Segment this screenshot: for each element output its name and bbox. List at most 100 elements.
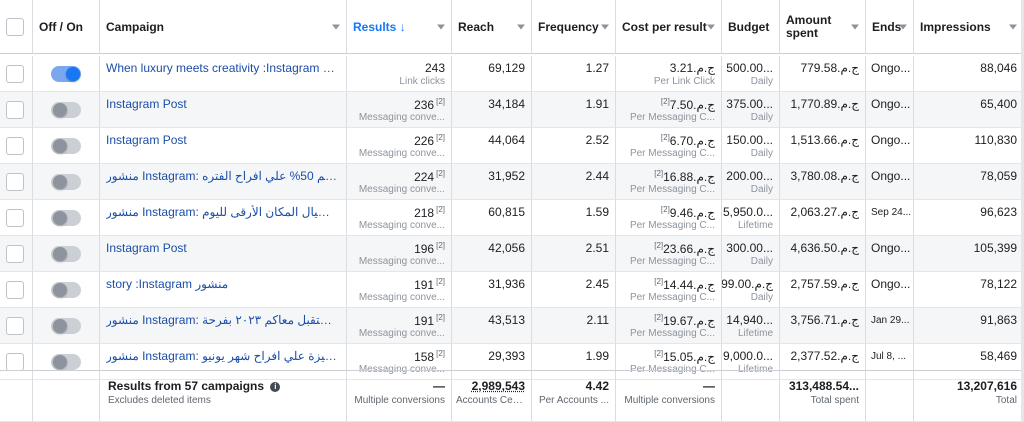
chevron-down-icon[interactable] <box>851 24 859 29</box>
results-cell: 196 [2] Messaging conve... <box>347 236 452 272</box>
campaign-name-link[interactable]: Instagram Post <box>106 241 187 255</box>
cost-per-result-type: Per Messaging C... <box>629 184 715 195</box>
attribution-note[interactable]: [2] <box>654 241 664 250</box>
table-row[interactable]: story :Instagram منشور 191 [2] Messaging … <box>0 272 1024 308</box>
budget-cell: 500.00... Daily <box>722 56 780 92</box>
campaign-name-link[interactable]: When luxury meets creativity :Instagram … <box>106 61 338 75</box>
frequency-value: 2.45 <box>585 277 609 291</box>
cost-per-result-value: ج.م.19.67 <box>663 314 715 328</box>
info-icon[interactable]: i <box>270 381 281 392</box>
attribution-note[interactable]: [2] <box>436 349 445 358</box>
campaign-name-link[interactable]: Instagram Post <box>106 133 187 147</box>
attribution-note[interactable]: [2] <box>436 133 445 142</box>
column-header-campaign[interactable]: Campaign <box>100 0 347 54</box>
column-header-impressions[interactable]: Impressions <box>914 0 1024 54</box>
results-cell: 224 [2] Messaging conve... <box>347 164 452 200</box>
campaign-status-toggle[interactable] <box>51 101 81 118</box>
campaign-name-link[interactable]: story :Instagram منشور <box>106 277 229 291</box>
campaign-status-toggle[interactable] <box>51 317 81 334</box>
campaign-name-link[interactable]: منشور Instagram: لوسيال المكان الأرقى لل… <box>106 205 338 219</box>
budget-value: 200.00... <box>726 169 773 183</box>
chevron-down-icon[interactable] <box>707 24 715 29</box>
row-checkbox[interactable] <box>6 316 24 335</box>
chevron-down-icon[interactable] <box>437 24 445 29</box>
row-checkbox[interactable] <box>6 100 24 119</box>
attribution-note[interactable]: [2] <box>436 97 445 106</box>
attribution-note[interactable]: [2] <box>654 349 664 358</box>
impressions-cell: 91,863 <box>914 308 1024 344</box>
table-row[interactable]: Instagram Post 226 [2] Messaging conve...… <box>0 128 1024 164</box>
attribution-note[interactable]: [2] <box>436 241 445 250</box>
column-header-reach[interactable]: Reach <box>452 0 532 54</box>
attribution-note[interactable]: [2] <box>654 169 664 178</box>
row-checkbox[interactable] <box>6 280 24 299</box>
attribution-note[interactable]: [2] <box>436 169 445 178</box>
table-row[interactable]: منشور Instagram: عروض مميزة علي افراح شه… <box>0 344 1024 380</box>
column-header-budget[interactable]: Budget <box>722 0 780 54</box>
cost-per-result-value: ج.م.23.66 <box>663 242 715 256</box>
campaign-name-link[interactable]: منشور Instagram: لوسيال بيستقبل معاكم ٢٠… <box>106 313 338 327</box>
chevron-down-icon[interactable] <box>1009 24 1017 29</box>
campaign-status-toggle[interactable] <box>51 353 81 370</box>
chevron-down-icon[interactable] <box>517 24 525 29</box>
attribution-note[interactable]: [2] <box>660 133 670 142</box>
column-header-cost-per-result[interactable]: Cost per result <box>616 0 722 54</box>
vertical-scrollbar[interactable] <box>1021 0 1024 421</box>
chevron-down-icon[interactable] <box>601 24 609 29</box>
campaign-name-link[interactable]: منشور Instagram: عروض مميزة علي افراح شه… <box>106 349 338 363</box>
campaign-name-link[interactable]: منشور Instagram: خصم 50% علي افراح الفتر… <box>106 169 338 183</box>
table-row[interactable]: Instagram Post 236 [2] Messaging conve...… <box>0 92 1024 128</box>
campaign-status-toggle[interactable] <box>51 137 81 154</box>
results-value: 226 <box>414 134 435 148</box>
impressions-cell: 88,046 <box>914 56 1024 92</box>
results-value: 191 <box>414 278 435 292</box>
campaign-status-toggle[interactable] <box>51 173 81 190</box>
column-header-frequency[interactable]: Frequency <box>532 0 616 54</box>
campaign-status-toggle[interactable] <box>51 209 81 226</box>
table-row[interactable]: منشور Instagram: لوسيال المكان الأرقى لل… <box>0 200 1024 236</box>
row-select-cell <box>0 92 33 128</box>
sort-descending-icon[interactable]: ↓ <box>399 19 406 34</box>
row-checkbox[interactable] <box>6 208 24 227</box>
column-header-amount-spent[interactable]: Amount spent <box>780 0 866 54</box>
column-header-ends[interactable]: Ends <box>866 0 914 54</box>
attribution-note[interactable]: [2] <box>660 205 670 214</box>
ends-value: Ongo... <box>871 97 911 111</box>
campaign-name-link[interactable]: Instagram Post <box>106 97 187 111</box>
totals-reach-sub: Accounts Cen... <box>456 395 525 406</box>
column-header-results[interactable]: Results ↓ <box>347 0 452 54</box>
impressions-value: 78,059 <box>980 169 1017 183</box>
results-value: 218 <box>414 206 435 220</box>
row-checkbox[interactable] <box>6 172 24 191</box>
row-checkbox[interactable] <box>6 352 24 371</box>
campaign-status-toggle[interactable] <box>51 281 81 298</box>
select-all-checkbox[interactable] <box>6 17 24 36</box>
amount-spent-value: ج.م.1,770.89 <box>790 97 859 111</box>
row-checkbox[interactable] <box>6 244 24 263</box>
row-checkbox[interactable] <box>6 136 24 155</box>
ends-value: Jul 8, ... <box>871 351 907 362</box>
row-checkbox[interactable] <box>6 64 24 83</box>
attribution-note[interactable]: [2] <box>654 277 664 286</box>
chevron-down-icon[interactable] <box>899 24 907 29</box>
ends-value: Ongo... <box>871 61 911 75</box>
campaign-status-toggle[interactable] <box>51 65 81 82</box>
attribution-note[interactable]: [2] <box>436 277 445 286</box>
impressions-cell: 78,122 <box>914 272 1024 308</box>
attribution-note[interactable]: [2] <box>436 205 445 214</box>
attribution-note[interactable]: [2] <box>654 313 664 322</box>
table-row[interactable]: When luxury meets creativity :Instagram … <box>0 56 1024 92</box>
campaign-status-toggle[interactable] <box>51 245 81 262</box>
attribution-note[interactable]: [2] <box>436 313 445 322</box>
results-type: Messaging conve... <box>358 184 445 195</box>
table-row[interactable]: Instagram Post 196 [2] Messaging conve...… <box>0 236 1024 272</box>
ends-cell: Sep 24... <box>866 200 914 236</box>
table-row[interactable]: منشور Instagram: لوسيال بيستقبل معاكم ٢٠… <box>0 308 1024 344</box>
attribution-note[interactable]: [2] <box>660 97 670 106</box>
totals-empty-cell <box>866 371 914 422</box>
column-header-off-on[interactable]: Off / On <box>33 0 100 54</box>
table-row[interactable]: منشور Instagram: خصم 50% علي افراح الفتر… <box>0 164 1024 200</box>
cost-per-result-value: ج.م.7.50 <box>669 98 715 112</box>
chevron-down-icon[interactable] <box>332 24 340 29</box>
row-select-cell <box>0 164 33 200</box>
